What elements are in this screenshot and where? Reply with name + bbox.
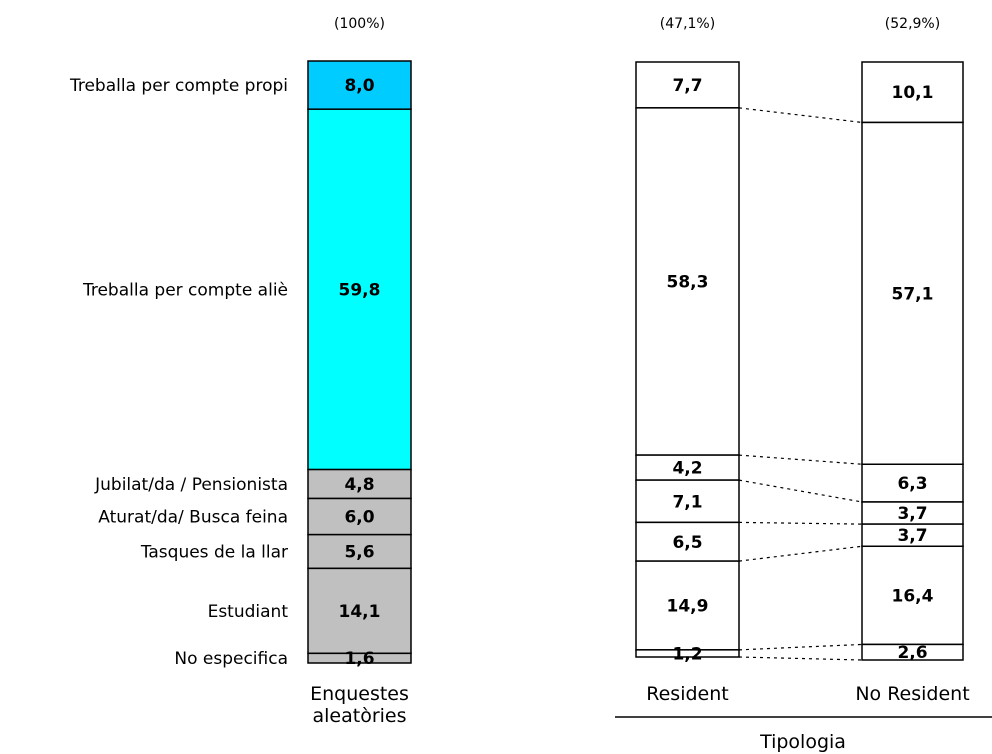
category-label-estudiant: Estudiant xyxy=(208,602,289,622)
value-label-resident-treballa-per-compte-alie: 58,3 xyxy=(667,272,709,292)
category-label-jubilat-da-pensionista: Jubilat/da / Pensionista xyxy=(94,475,288,495)
column-label-resident: Resident xyxy=(646,683,728,705)
connector-line-2 xyxy=(738,479,863,503)
category-label-treballa-per-compte-propi: Treballa per compte propi xyxy=(69,76,288,96)
value-label-resident-aturat-da-busca-feina: 7,1 xyxy=(672,492,702,512)
value-label-enquestes-aleatories-tasques-de-la-llar: 5,6 xyxy=(344,543,374,563)
share-label-resident: (47,1%) xyxy=(660,16,715,32)
value-label-no-resident-aturat-da-busca-feina: 3,7 xyxy=(897,504,927,524)
connector-line-0 xyxy=(738,107,863,124)
value-label-enquestes-aleatories-aturat-da-busca-feina: 6,0 xyxy=(344,508,374,528)
bar-segment-enquestes-aleatories-treballa-per-compte-propi xyxy=(307,60,412,110)
value-label-no-resident-no-especifica: 2,6 xyxy=(897,643,927,663)
bar-segment-resident-tasques-de-la-llar xyxy=(635,521,740,562)
dotted-connectors xyxy=(738,107,863,661)
value-label-no-resident-jubilat-da-pensionista: 6,3 xyxy=(897,474,927,494)
column-label-enquestes-aleatories: Enquestes xyxy=(310,683,409,705)
category-label-no-especifica: No especifica xyxy=(174,649,288,669)
connector-line-5 xyxy=(738,643,863,651)
bar-segment-enquestes-aleatories-estudiant xyxy=(307,567,412,655)
bar-segment-no-resident-treballa-per-compte-alie xyxy=(861,121,964,466)
value-label-enquestes-aleatories-estudiant: 14,1 xyxy=(339,602,381,622)
bar-segment-no-resident-no-especifica xyxy=(861,643,964,661)
bar-segment-no-resident-treballa-per-compte-propi xyxy=(861,61,964,124)
bar-segment-enquestes-aleatories-aturat-da-busca-feina xyxy=(307,497,412,536)
bar-segment-resident-no-especifica xyxy=(635,649,740,658)
category-label-tasques-de-la-llar: Tasques de la llar xyxy=(140,543,288,563)
value-label-enquestes-aleatories-treballa-per-compte-alie: 59,8 xyxy=(339,280,381,300)
value-label-no-resident-treballa-per-compte-alie: 57,1 xyxy=(892,284,934,304)
value-label-no-resident-treballa-per-compte-propi: 10,1 xyxy=(892,83,934,103)
category-label-treballa-per-compte-alie: Treballa per compte aliè xyxy=(82,280,288,300)
column-label-enquestes-aleatories: aleatòries xyxy=(312,705,406,727)
value-label-resident-no-especifica: 1,2 xyxy=(672,644,702,664)
value-label-resident-treballa-per-compte-propi: 7,7 xyxy=(672,76,702,96)
chart-labels: 8,0 59,8 4,8 6,0 5,6 14,1 1,6 (100%) Enquestesal… xyxy=(69,16,970,727)
bar-segments xyxy=(307,60,964,664)
connector-line-4 xyxy=(738,545,863,562)
bar-segment-resident-treballa-per-compte-alie xyxy=(635,107,740,456)
bar-segment-resident-estudiant xyxy=(635,560,740,651)
value-label-enquestes-aleatories-jubilat-da-pensionista: 4,8 xyxy=(344,475,374,495)
value-label-enquestes-aleatories-no-especifica: 1,6 xyxy=(344,649,374,669)
value-label-enquestes-aleatories-treballa-per-compte-propi: 8,0 xyxy=(344,76,374,96)
group-label: Tipologia xyxy=(759,731,846,753)
connector-line-6 xyxy=(738,656,863,661)
connector-line-3 xyxy=(738,521,863,525)
bar-segment-no-resident-estudiant xyxy=(861,545,964,646)
value-label-resident-tasques-de-la-llar: 6,5 xyxy=(672,533,702,553)
column-label-no-resident: No Resident xyxy=(855,683,969,705)
value-label-no-resident-tasques-de-la-llar: 3,7 xyxy=(897,526,927,546)
value-label-no-resident-estudiant: 16,4 xyxy=(892,586,934,606)
bar-segment-enquestes-aleatories-no-especifica xyxy=(307,652,412,664)
bar-segment-resident-jubilat-da-pensionista xyxy=(635,454,740,481)
bar-segment-enquestes-aleatories-treballa-per-compte-alie xyxy=(307,108,412,471)
share-label-enquestes-aleatories: (100%) xyxy=(334,16,385,32)
share-label-no-resident: (52,9%) xyxy=(885,16,940,32)
connector-line-1 xyxy=(738,454,863,465)
bar-segment-resident-treballa-per-compte-propi xyxy=(635,61,740,109)
category-label-aturat-da-busca-feina: Aturat/da/ Busca feina xyxy=(98,508,288,528)
value-label-resident-estudiant: 14,9 xyxy=(667,596,709,616)
value-label-resident-jubilat-da-pensionista: 4,2 xyxy=(672,459,702,479)
